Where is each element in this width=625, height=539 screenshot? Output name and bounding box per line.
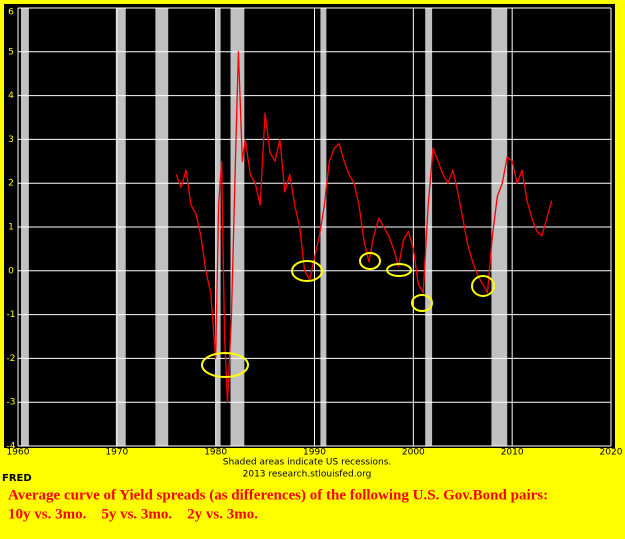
highlight-ellipse <box>291 260 323 282</box>
y-tick-label: 5 <box>8 47 14 57</box>
brand: FRED <box>2 473 32 484</box>
x-tick-label: 2010 <box>501 448 524 458</box>
y-tick-label: 3 <box>8 135 14 145</box>
highlight-ellipse <box>411 294 433 312</box>
y-tick-label: 2 <box>8 179 14 189</box>
highlight-ellipse <box>201 352 249 378</box>
highlight-ellipse <box>471 275 495 297</box>
annotations <box>201 252 495 378</box>
plot-background <box>4 4 615 448</box>
x-tick-label: 2020 <box>600 448 623 458</box>
y-tick-label: 6 <box>8 8 14 18</box>
x-tick-label: 1970 <box>105 448 128 458</box>
caption: Average curve of Yield spreads (as diffe… <box>8 487 548 503</box>
x-tick-label: 1960 <box>7 448 30 458</box>
y-tick-label: -1 <box>7 310 16 320</box>
y-tick-label: 4 <box>8 91 14 101</box>
highlight-ellipse <box>359 252 381 270</box>
caption: 10y vs. 3mo. 5y vs. 3mo. 2y vs. 3mo. <box>8 506 258 522</box>
x-tick-label: 1980 <box>204 448 227 458</box>
y-tick-label: -3 <box>7 398 16 408</box>
y-tick-label: 0 <box>8 266 14 276</box>
highlight-ellipse <box>386 263 412 277</box>
data-line <box>175 51 553 403</box>
y-tick-label: 1 <box>8 223 14 233</box>
source-note: 2013 research.stlouisfed.org <box>243 470 372 480</box>
y-tick-label: -2 <box>7 354 16 364</box>
y-tick-label: -4 <box>7 442 16 452</box>
x-tick-label: 2000 <box>402 448 425 458</box>
recession-note: Shaded areas indicate US recessions. <box>223 458 392 468</box>
x-tick-label: 1990 <box>303 448 326 458</box>
